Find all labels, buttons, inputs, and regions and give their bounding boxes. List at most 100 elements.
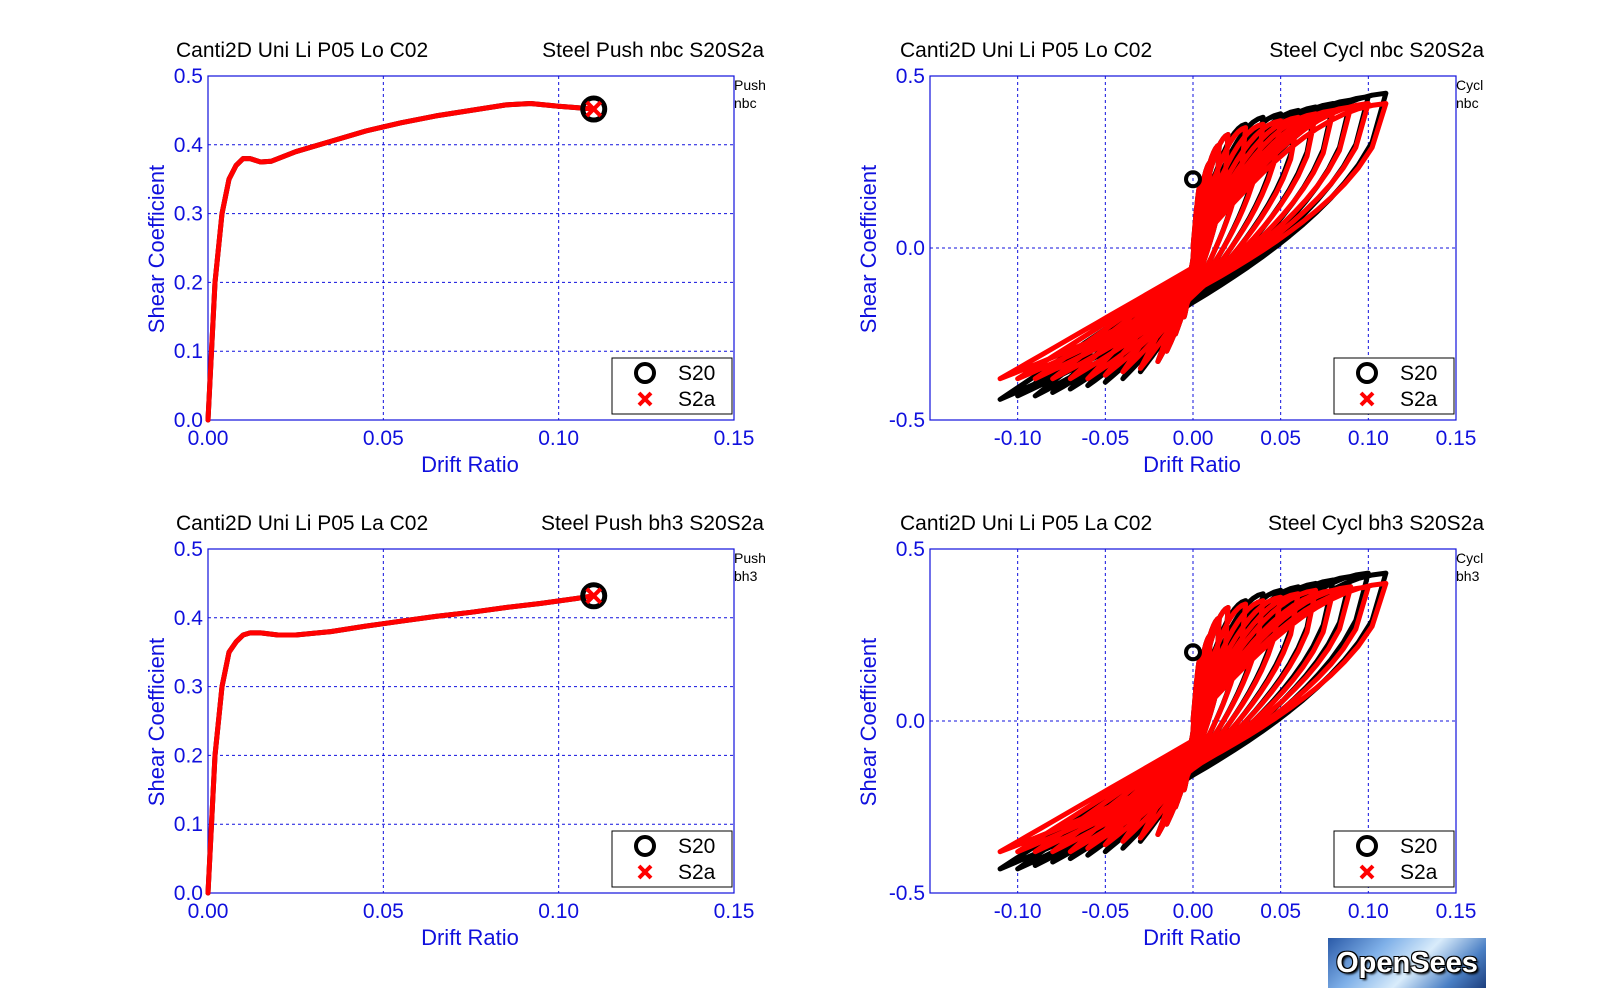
series-line-S2a [997, 580, 1389, 855]
legend-label-S2a: S2a [1400, 861, 1438, 884]
side-note-line2: bh3 [734, 568, 758, 584]
series-line-S20 [205, 101, 597, 423]
chart-panel: Canti2D Uni Li P05 La C02 Steel Cycl bh3… [856, 512, 1484, 950]
y-axis-label: Shear Coefficient [856, 165, 881, 333]
y-tick-label: 0.4 [174, 607, 204, 630]
y-tick-label: 0.5 [896, 65, 925, 88]
x-axis-label: Drift Ratio [1143, 925, 1241, 950]
y-tick-label: 0.0 [174, 882, 203, 905]
y-tick-label: 0.5 [174, 65, 203, 88]
side-note-line2: nbc [734, 95, 757, 111]
legend-box [1333, 830, 1455, 888]
x-tick-label: 0.05 [363, 427, 404, 450]
chart-title-left: Canti2D Uni Li P05 Lo C02 [900, 39, 1152, 62]
x-tick-label: 0.15 [714, 427, 755, 450]
x-tick-label: 0.00 [1173, 427, 1214, 450]
legend-marker-S2a [637, 391, 653, 407]
y-axis-label: Shear Coefficient [856, 638, 881, 806]
x-tick-label: 0.10 [1348, 900, 1389, 923]
series-marker-S2a [585, 587, 603, 605]
side-note-line1: Cycl [1456, 550, 1483, 566]
opensees-logo: OpenSees [1328, 938, 1486, 988]
legend-marker-S20 [1356, 835, 1378, 857]
x-tick-label: 0.05 [363, 900, 404, 923]
legend: S20S2a [1333, 830, 1455, 888]
series-line-S2a [205, 593, 597, 896]
legend-marker-S2a [637, 864, 653, 880]
legend: S20S2a [1333, 357, 1455, 415]
y-tick-label: 0.3 [174, 203, 203, 226]
chart-title-right: Steel Cycl bh3 S20S2a [1268, 512, 1484, 535]
x-tick-label: 0.05 [1260, 427, 1301, 450]
x-tick-label: 0.15 [1436, 427, 1477, 450]
legend-marker-S20 [1356, 362, 1378, 384]
x-tick-label: -0.10 [994, 427, 1042, 450]
x-tick-label: 0.00 [188, 900, 229, 923]
x-tick-label: 0.10 [1348, 427, 1389, 450]
chart-panel: Canti2D Uni Li P05 Lo C02 Steel Cycl nbc… [856, 39, 1484, 477]
legend-box [1333, 357, 1455, 415]
x-axis-label: Drift Ratio [421, 925, 519, 950]
chart-panel: Canti2D Uni Li P05 La C02 Steel Push bh3… [144, 512, 766, 950]
chart-title-right: Steel Push nbc S20S2a [542, 39, 764, 62]
legend-marker-S2a [1359, 864, 1375, 880]
series-line-S2a [997, 101, 1389, 382]
x-tick-label: 0.15 [714, 900, 755, 923]
plot-frame [207, 75, 735, 421]
legend-label-S20: S20 [1400, 362, 1437, 385]
series-marker-S20 [580, 95, 608, 123]
chart-title-left: Canti2D Uni Li P05 La C02 [900, 512, 1152, 535]
legend: S20S2a [611, 830, 733, 888]
legend-box [611, 830, 733, 888]
series-marker-S2a [585, 100, 603, 118]
y-axis-label: Shear Coefficient [144, 638, 169, 806]
x-tick-label: -0.05 [1081, 427, 1129, 450]
series-marker-S20 [580, 582, 608, 610]
side-note-line2: nbc [1456, 95, 1479, 111]
y-tick-label: 0.2 [174, 271, 203, 294]
y-tick-label: 0.5 [896, 538, 925, 561]
legend-marker-S20 [634, 362, 656, 384]
chart-panel: Canti2D Uni Li P05 Lo C02 Steel Push nbc… [144, 39, 766, 477]
series-line-S20 [205, 593, 597, 896]
y-tick-label: 0.2 [174, 744, 203, 767]
y-tick-label: 0.1 [174, 340, 203, 363]
x-axis-label: Drift Ratio [421, 452, 519, 477]
x-tick-label: 0.00 [188, 427, 229, 450]
x-tick-label: 0.05 [1260, 900, 1301, 923]
y-tick-label: 0.0 [896, 237, 925, 260]
legend-marker-S20 [634, 835, 656, 857]
side-note-line1: Push [734, 550, 766, 566]
legend-label-S2a: S2a [1400, 388, 1438, 411]
side-note-line1: Cycl [1456, 77, 1483, 93]
series-marker-S20 [1184, 170, 1202, 189]
x-tick-label: 0.00 [1173, 900, 1214, 923]
y-tick-label: 0.4 [174, 134, 204, 157]
side-note-line2: bh3 [1456, 568, 1480, 584]
legend-label-S20: S20 [678, 362, 715, 385]
x-axis-label: Drift Ratio [1143, 452, 1241, 477]
x-tick-label: 0.15 [1436, 900, 1477, 923]
legend-marker-S2a [1359, 391, 1375, 407]
legend-box [611, 357, 733, 415]
series-line-S2a [205, 101, 597, 423]
legend-label-S2a: S2a [678, 388, 716, 411]
legend-label-S20: S20 [678, 835, 715, 858]
x-tick-label: 0.10 [538, 427, 579, 450]
legend: S20S2a [611, 357, 733, 415]
y-tick-label: 0.1 [174, 813, 203, 836]
series-marker-S20 [1184, 643, 1202, 662]
y-tick-label: -0.5 [889, 882, 925, 905]
x-tick-label: -0.05 [1081, 900, 1129, 923]
y-axis-label: Shear Coefficient [144, 165, 169, 333]
chart-title-right: Steel Cycl nbc S20S2a [1269, 39, 1484, 62]
y-tick-label: 0.5 [174, 538, 203, 561]
plot-frame [207, 548, 735, 894]
x-tick-label: -0.10 [994, 900, 1042, 923]
y-tick-label: 0.0 [174, 409, 203, 432]
y-tick-label: 0.0 [896, 710, 925, 733]
legend-label-S2a: S2a [678, 861, 716, 884]
y-tick-label: -0.5 [889, 409, 925, 432]
x-tick-label: 0.10 [538, 900, 579, 923]
